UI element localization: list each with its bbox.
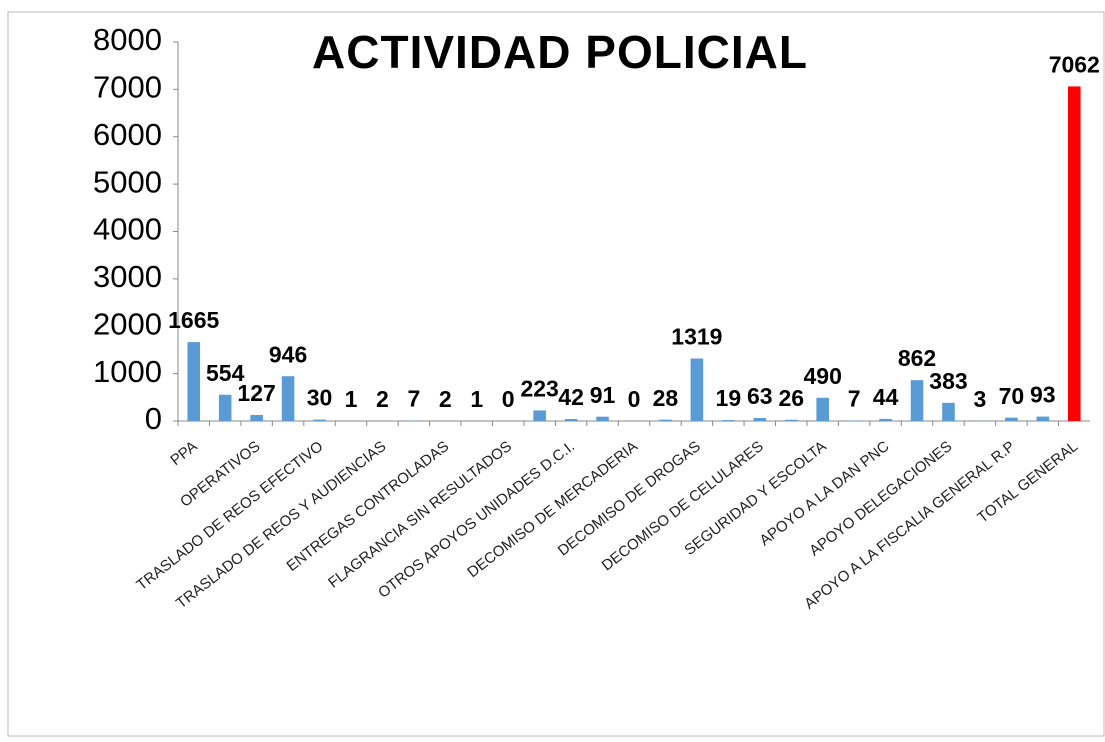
data-label: 383 <box>929 368 967 394</box>
y-tick-label: 4000 <box>93 212 162 247</box>
data-label: 1 <box>470 386 483 412</box>
y-tick-label: 6000 <box>93 117 162 152</box>
data-label: 7 <box>848 386 861 412</box>
bar <box>533 410 546 421</box>
data-label: 946 <box>269 341 307 367</box>
data-label: 63 <box>747 383 773 409</box>
data-label: 2 <box>439 386 452 412</box>
data-label: 28 <box>653 385 679 411</box>
bar <box>596 417 609 421</box>
data-label: 1319 <box>671 324 722 350</box>
data-label: 93 <box>1030 382 1056 408</box>
data-label: 0 <box>628 386 641 412</box>
y-tick-label: 3000 <box>93 259 162 294</box>
y-tick-label: 8000 <box>93 22 162 57</box>
data-label: 7 <box>407 386 420 412</box>
bar <box>942 403 955 421</box>
bar <box>816 398 829 421</box>
bar <box>754 418 767 421</box>
data-label: 91 <box>590 382 616 408</box>
bar <box>565 419 578 421</box>
bar <box>313 420 326 421</box>
data-label: 2 <box>376 386 389 412</box>
data-label: 7062 <box>1049 52 1100 78</box>
data-label: 42 <box>558 384 584 410</box>
bar <box>282 376 295 421</box>
bar <box>219 395 232 421</box>
data-label: 70 <box>999 383 1025 409</box>
bar <box>1068 86 1081 421</box>
data-label: 44 <box>873 384 899 410</box>
bar <box>879 419 892 421</box>
y-tick-label: 0 <box>145 401 162 436</box>
y-tick-label: 5000 <box>93 164 162 199</box>
x-tick-label: PPA <box>167 438 200 469</box>
data-label: 490 <box>804 363 842 389</box>
data-label: 26 <box>778 385 804 411</box>
data-label: 1665 <box>168 307 219 333</box>
bar <box>785 420 798 421</box>
bar <box>911 380 924 421</box>
bar <box>1005 418 1018 421</box>
bar <box>659 420 672 421</box>
bar <box>187 342 200 421</box>
y-tick-label: 7000 <box>93 70 162 105</box>
data-label: 19 <box>716 385 742 411</box>
data-label: 127 <box>237 380 275 406</box>
y-tick-label: 1000 <box>93 354 162 389</box>
bar <box>722 420 735 421</box>
data-label: 0 <box>502 386 515 412</box>
chart-title: ACTIVIDAD POLICIAL <box>312 26 808 78</box>
data-label: 30 <box>307 385 333 411</box>
y-tick-label: 2000 <box>93 306 162 341</box>
data-label: 223 <box>520 376 558 402</box>
bar <box>250 415 263 421</box>
data-label: 3 <box>974 386 987 412</box>
bar <box>691 359 704 421</box>
bar <box>1037 417 1050 421</box>
data-label: 1 <box>345 386 358 412</box>
